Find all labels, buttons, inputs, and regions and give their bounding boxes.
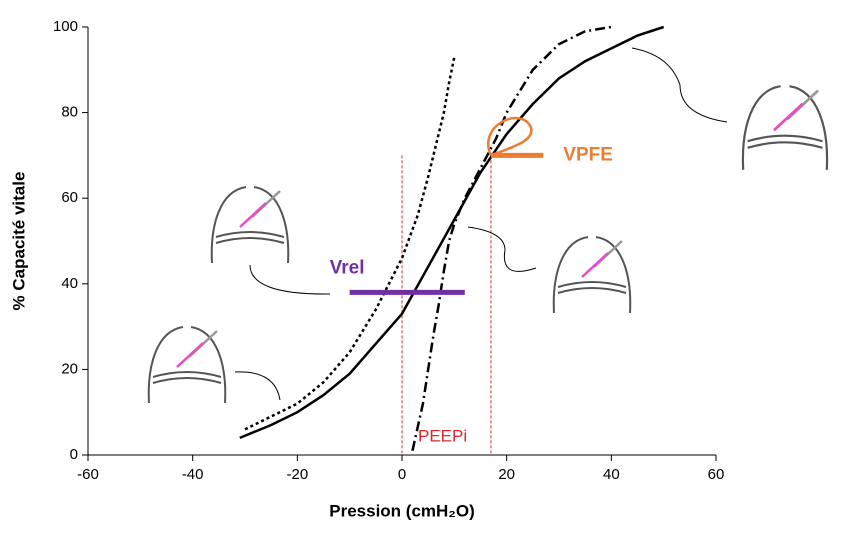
y-tick-label: 40 (61, 275, 78, 292)
curve (239, 25, 665, 440)
arrow-in (581, 252, 609, 278)
x-tick-label: 0 (398, 466, 406, 483)
peepi-label: PEEPi (418, 426, 467, 445)
y-tick-label: 60 (61, 189, 78, 206)
pointer-arrow (631, 47, 728, 123)
thorax-icon (210, 186, 290, 264)
thorax-icon (147, 326, 227, 404)
x-tick-label: -60 (77, 466, 99, 483)
y-tick-label: 80 (61, 104, 78, 121)
arrow-in (239, 202, 267, 228)
curve (244, 56, 456, 431)
pointer-arrow (234, 371, 281, 401)
pressure-loop (487, 116, 533, 157)
x-tick-label: -40 (182, 466, 204, 483)
vpfe-label: VPFE (563, 144, 613, 165)
curve (411, 25, 612, 451)
y-tick-label: 100 (53, 18, 78, 35)
thorax-icon (552, 236, 632, 314)
x-tick-label: 20 (498, 466, 515, 483)
pointer-arrow (249, 264, 331, 295)
x-tick-label: 40 (603, 466, 620, 483)
y-axis-label: % Capacité vitale (9, 172, 28, 311)
x-tick-label: 60 (708, 466, 725, 483)
y-tick-label: 0 (70, 446, 78, 463)
x-axis-label: Pression (cmH₂O) (329, 501, 474, 520)
pointer-arrow (467, 226, 537, 272)
arrow-in (176, 342, 204, 368)
arrow-in (773, 102, 804, 132)
x-tick-label: -20 (286, 466, 308, 483)
y-tick-label: 20 (61, 360, 78, 377)
vrel-label: Vrel (330, 257, 365, 278)
thorax-icon (741, 85, 829, 170)
